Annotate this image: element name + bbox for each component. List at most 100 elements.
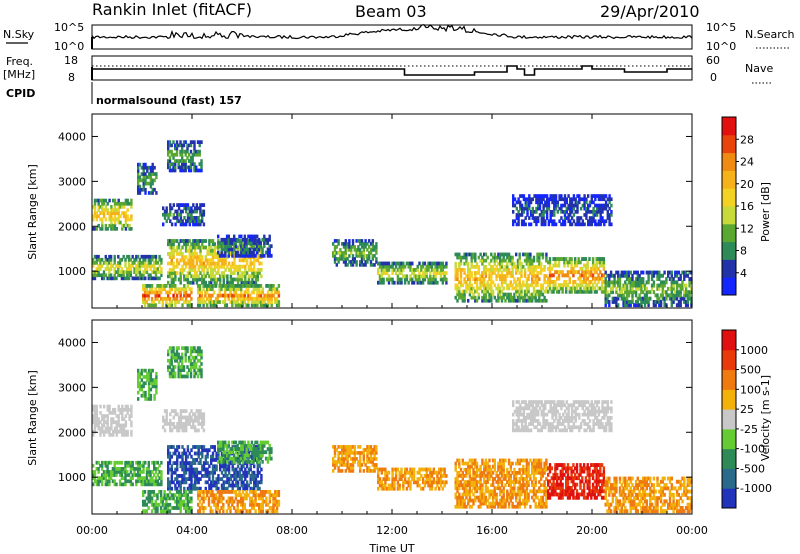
heatmap-cell — [600, 257, 604, 261]
heatmap-cell — [517, 219, 520, 224]
heatmap-cell — [233, 453, 236, 458]
heatmap-cell — [181, 245, 184, 250]
heatmap-cell — [176, 445, 179, 449]
heatmap-cell — [640, 277, 643, 281]
heatmap-cell — [202, 261, 206, 266]
heatmap-cell — [245, 480, 249, 485]
heatmap-cell — [586, 276, 589, 281]
heatmap-cell — [647, 277, 650, 281]
heatmap-cell — [198, 300, 202, 304]
heatmap-cell — [477, 265, 480, 269]
heatmap-cell — [200, 349, 203, 354]
heatmap-cell — [170, 261, 173, 266]
heatmap-cell — [200, 140, 203, 144]
heatmap-cell — [229, 300, 232, 304]
heatmap-cell — [135, 264, 138, 268]
heatmap-cell — [138, 479, 142, 484]
heatmap-cell — [193, 168, 196, 173]
heatmap-cell — [604, 286, 607, 291]
heatmap-cell — [197, 255, 200, 259]
heatmap-cell — [238, 274, 242, 279]
heatmap-cell — [577, 276, 580, 281]
heatmap-cell — [168, 458, 172, 462]
heatmap-cell — [531, 298, 534, 303]
heatmap-cell — [220, 456, 223, 461]
heatmap-cell — [341, 242, 344, 246]
heatmap-cell — [421, 277, 425, 282]
heatmap-cell — [231, 284, 234, 288]
heatmap-cell — [138, 184, 142, 189]
heatmap-cell — [547, 203, 551, 208]
heatmap-cell — [231, 474, 234, 478]
heatmap-cell — [101, 273, 104, 278]
heatmap-cell — [532, 295, 536, 300]
heatmap-cell — [184, 264, 188, 269]
heatmap-cell — [188, 451, 191, 456]
heatmap-cell — [256, 255, 259, 259]
heatmap-cell — [274, 290, 277, 295]
heatmap-cell — [244, 483, 247, 488]
heatmap-cell — [149, 284, 152, 288]
heatmap-cell — [579, 260, 582, 265]
heatmap-cell — [584, 283, 588, 288]
heatmap-cell — [615, 296, 618, 301]
heatmap-cell — [121, 423, 124, 428]
heatmap-cell — [227, 293, 230, 298]
heatmap-cell — [572, 286, 575, 291]
heatmap-cell — [459, 255, 463, 260]
heatmap-cell — [650, 273, 654, 278]
heatmap-cell — [260, 261, 263, 266]
heatmap-cell — [554, 263, 557, 268]
heatmap-cell — [540, 210, 543, 214]
heatmap-cell — [557, 276, 561, 281]
heatmap-cell — [155, 371, 158, 376]
heatmap-cell — [513, 203, 517, 208]
heatmap-cell — [268, 450, 271, 455]
heatmap-cell — [643, 303, 647, 308]
heatmap-cell — [177, 415, 181, 420]
heatmap-cell — [538, 271, 541, 275]
heatmap-cell — [257, 450, 261, 455]
heatmap-cell — [149, 267, 152, 271]
heatmap-cell — [560, 197, 563, 202]
heatmap-cell — [235, 445, 238, 449]
heatmap-cell — [534, 265, 537, 269]
heatmap-cell — [463, 277, 466, 281]
heatmap-cell — [149, 184, 153, 189]
heatmap-cell — [456, 298, 459, 303]
heatmap-cell — [200, 352, 203, 357]
heatmap-cell — [142, 184, 145, 189]
heatmap-cell — [268, 250, 271, 255]
heatmap-cell — [101, 223, 104, 228]
heatmap-cell — [142, 479, 145, 484]
heatmap-cell — [189, 365, 193, 369]
heatmap-cell — [113, 482, 116, 487]
heatmap-cell — [186, 248, 190, 253]
heatmap-cell — [439, 264, 443, 269]
heatmap-cell — [253, 264, 256, 269]
heatmap-cell — [167, 506, 170, 510]
heatmap-cell — [206, 268, 209, 272]
heatmap-cell — [186, 149, 189, 154]
heatmap-cell — [197, 490, 200, 494]
heatmap-cell — [101, 423, 104, 428]
heatmap-cell — [110, 217, 113, 222]
heatmap-cell — [155, 384, 158, 389]
heatmap-cell — [423, 274, 427, 279]
heatmap-cell — [364, 254, 367, 258]
heatmap-cell — [119, 214, 122, 219]
heatmap-cell — [165, 499, 168, 504]
heatmap-cell — [581, 266, 584, 271]
heatmap-cell — [579, 280, 582, 284]
heatmap-cell — [251, 486, 254, 491]
heatmap-cell — [684, 283, 688, 288]
heatmap-cell — [569, 213, 572, 217]
heatmap-cell — [165, 296, 168, 301]
heatmap-cell — [176, 425, 179, 430]
heatmap-cell — [97, 208, 100, 212]
heatmap-cell — [398, 271, 401, 275]
heatmap-cell — [579, 283, 582, 288]
heatmap-cell — [548, 270, 552, 275]
heatmap-cell — [168, 149, 172, 154]
heatmap-cell — [182, 168, 186, 173]
